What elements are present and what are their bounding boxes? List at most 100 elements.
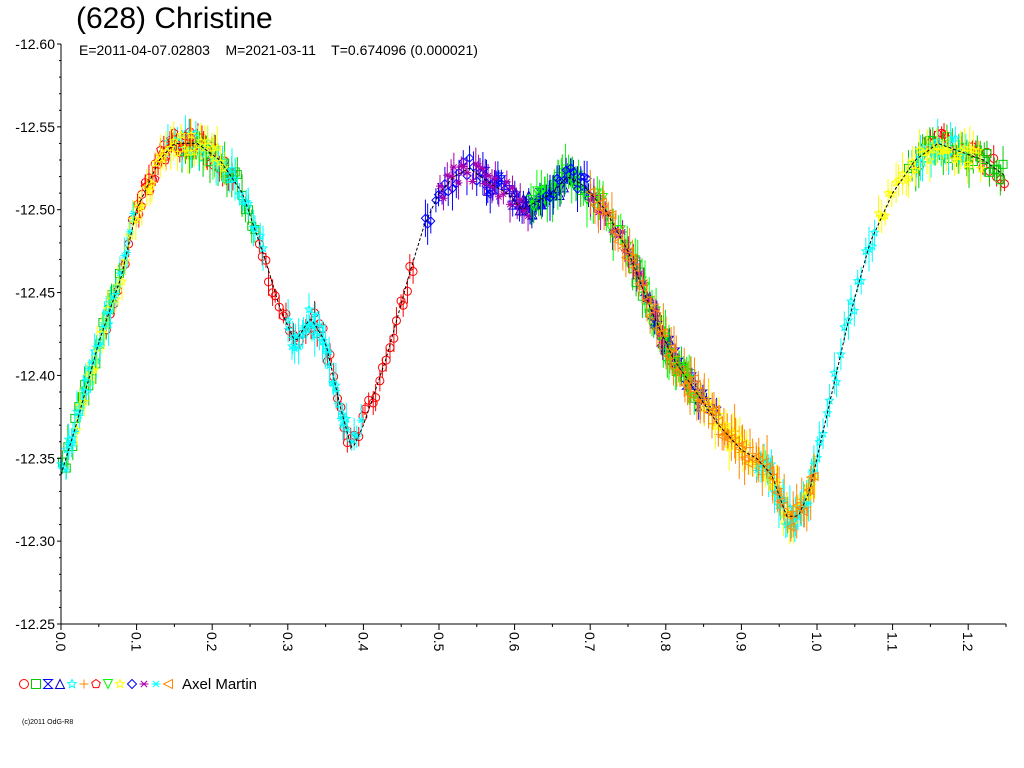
data-point — [391, 316, 401, 326]
data-point — [468, 178, 477, 185]
y-tick-label: -12.45 — [15, 285, 55, 301]
data-point — [710, 404, 721, 415]
data-point — [839, 321, 850, 332]
data-point — [439, 195, 448, 202]
data-point — [535, 198, 546, 209]
data-point — [548, 190, 558, 200]
legend-marker — [66, 678, 78, 689]
data-point — [435, 182, 444, 190]
data-point — [684, 375, 694, 385]
data-point — [783, 521, 792, 528]
data-point — [499, 190, 508, 198]
data-point — [698, 396, 709, 406]
y-tick-label: -12.50 — [15, 202, 55, 218]
data-point — [869, 227, 880, 237]
legend-marker — [91, 678, 101, 689]
data-point — [597, 197, 607, 208]
data-point — [157, 153, 168, 163]
data-point — [284, 325, 293, 332]
data-point — [693, 386, 703, 397]
data-point — [519, 207, 528, 214]
data-point — [541, 190, 552, 201]
legend-symbol — [31, 679, 41, 689]
data-point — [79, 396, 90, 407]
series-12 — [585, 170, 819, 542]
data-point — [901, 175, 912, 185]
data-point — [594, 195, 605, 206]
data-point — [984, 167, 994, 177]
data-point — [398, 300, 408, 310]
data-point — [148, 175, 158, 185]
data-point — [655, 328, 666, 339]
series-0 — [101, 118, 1009, 453]
data-point — [189, 146, 200, 157]
legend-symbol — [54, 678, 66, 689]
y-tick-label: -12.60 — [15, 36, 55, 52]
legend-marker — [79, 679, 89, 689]
data-point — [61, 466, 70, 474]
data-point — [867, 241, 878, 251]
series-1 — [57, 124, 1008, 479]
data-point — [279, 311, 289, 321]
data-point — [261, 255, 271, 265]
data-point — [955, 144, 966, 155]
data-point — [120, 255, 131, 265]
legend-symbol — [162, 678, 173, 690]
y-tick-label: -12.25 — [15, 616, 55, 632]
data-point — [516, 196, 525, 203]
x-tick-label: 1.0 — [809, 632, 825, 652]
data-point — [447, 183, 458, 194]
data-point — [679, 380, 690, 390]
data-point — [144, 185, 156, 195]
data-point — [186, 129, 197, 140]
data-point — [106, 308, 115, 315]
legend-symbol — [79, 679, 89, 689]
data-point — [950, 133, 961, 143]
data-point — [257, 242, 269, 253]
data-point — [798, 506, 809, 517]
data-point — [320, 340, 331, 351]
legend-symbol — [126, 678, 138, 690]
data-point — [208, 152, 219, 163]
data-point — [559, 182, 570, 193]
data-point — [554, 175, 565, 186]
data-point — [822, 407, 833, 418]
data-point — [975, 163, 986, 173]
series-4 — [55, 115, 971, 539]
data-point — [117, 276, 128, 286]
legend-symbol — [91, 678, 101, 689]
data-point — [609, 227, 620, 237]
data-point — [624, 246, 635, 256]
data-point — [99, 324, 110, 334]
data-point — [998, 159, 1008, 169]
data-point — [478, 165, 487, 172]
x-tick-label: 0.0 — [53, 632, 69, 652]
data-point — [464, 153, 475, 163]
data-point — [243, 198, 254, 208]
data-point — [200, 147, 211, 158]
data-point — [311, 311, 320, 318]
data-point — [176, 129, 187, 140]
data-point — [202, 135, 213, 146]
data-point — [297, 328, 308, 339]
data-point — [627, 253, 637, 263]
data-point — [71, 428, 80, 435]
data-point — [962, 158, 973, 169]
data-point — [371, 393, 381, 403]
data-point — [545, 193, 555, 203]
data-point — [814, 436, 825, 447]
data-point — [315, 322, 324, 329]
legend-marker — [19, 679, 29, 689]
legend-marker — [42, 679, 54, 689]
legend-marker — [114, 678, 126, 689]
data-point — [903, 172, 914, 183]
data-point — [474, 162, 483, 170]
data-point — [508, 184, 517, 192]
x-tick-label: 0.9 — [733, 632, 749, 652]
data-point — [87, 359, 96, 366]
data-point — [215, 156, 226, 167]
data-point — [491, 175, 500, 182]
legend-marker — [139, 680, 149, 688]
data-point — [561, 165, 571, 175]
